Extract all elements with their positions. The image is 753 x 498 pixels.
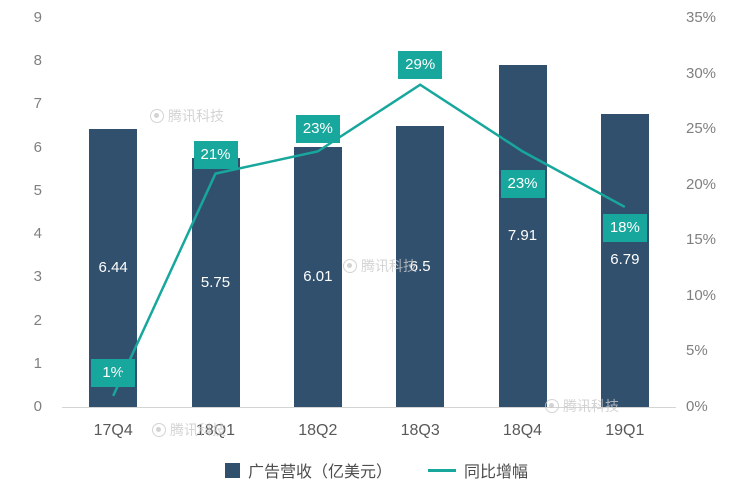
watermark-logo-icon <box>150 109 164 123</box>
watermark: 腾讯科技 <box>150 106 224 126</box>
line-point-label: 29% <box>398 50 443 79</box>
legend-item-yoy-growth: 同比增幅 <box>428 458 528 482</box>
watermark-logo-icon <box>545 399 559 413</box>
line-point-label: 23% <box>295 115 340 144</box>
y-axis-tick-left: 9 <box>33 9 42 26</box>
bar-value-label: 6.5 <box>409 257 431 275</box>
y-axis-tick-right: 15% <box>686 231 717 249</box>
bar-value-label: 6.01 <box>303 268 333 286</box>
y-axis-tick-right: 5% <box>686 342 708 360</box>
y-axis-tick-right: 10% <box>686 286 717 304</box>
line-series-swatch-icon <box>428 468 456 472</box>
y-axis-tick-right: 20% <box>686 175 717 193</box>
bar-series-swatch-icon <box>224 462 240 478</box>
y-axis-tick-left: 7 <box>33 95 42 113</box>
y-axis-tick-right: 30% <box>686 64 717 82</box>
bar-value-label: 6.79 <box>610 251 640 269</box>
line-point-label: 1% <box>91 358 136 387</box>
legend-label-yoy-growth: 同比增幅 <box>464 464 529 481</box>
line-point-label: 23% <box>500 170 545 199</box>
y-axis-tick-left: 2 <box>33 311 42 329</box>
legend: 广告营收（亿美元） 同比增幅 <box>0 458 753 482</box>
x-axis-line <box>62 407 676 408</box>
y-axis-tick-left: 1 <box>33 354 42 372</box>
y-axis-tick-left: 6 <box>33 138 42 156</box>
line-point-label: 21% <box>193 140 238 169</box>
y-axis-tick-left: 4 <box>33 225 42 243</box>
watermark-logo-icon <box>152 423 166 437</box>
x-axis-label: 18Q3 <box>400 422 440 439</box>
y-axis-tick-left: 3 <box>33 268 42 286</box>
watermark-text: 腾讯科技 <box>168 108 224 124</box>
legend-label-ad-revenue: 广告营收（亿美元） <box>247 464 392 481</box>
bar-value-label: 6.44 <box>98 258 128 276</box>
line-point-label: 18% <box>602 213 647 242</box>
y-axis-tick-right: 35% <box>686 9 717 26</box>
x-axis-label: 18Q1 <box>195 422 236 439</box>
y-axis-tick-right: 0% <box>686 398 708 415</box>
x-axis-label: 18Q4 <box>502 422 543 439</box>
legend-item-ad-revenue: 广告营收（亿美元） <box>224 458 392 482</box>
bar-value-label: 7.91 <box>507 227 538 245</box>
y-axis-tick-left: 0 <box>33 398 42 415</box>
watermark-logo-icon <box>343 259 357 273</box>
x-axis-label: 18Q2 <box>298 422 338 439</box>
bar-value-label: 5.75 <box>200 273 231 291</box>
y-axis-tick-left: 5 <box>33 181 42 199</box>
x-axis-label: 19Q1 <box>605 422 645 439</box>
y-axis-tick-left: 8 <box>33 52 42 70</box>
y-axis-tick-right: 25% <box>686 120 717 138</box>
x-axis-label: 17Q4 <box>93 422 133 439</box>
